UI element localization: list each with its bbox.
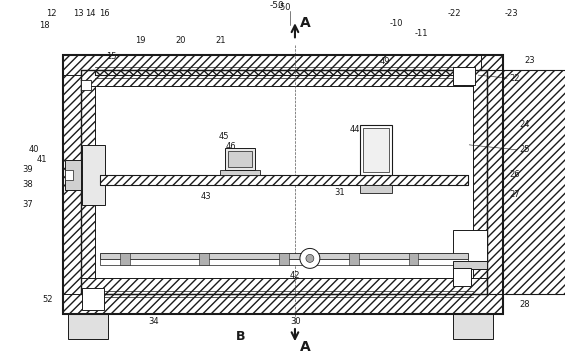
Text: 37: 37 <box>22 200 33 209</box>
Bar <box>63 294 503 314</box>
Text: 43: 43 <box>200 192 211 201</box>
Text: 20: 20 <box>175 36 186 45</box>
Bar <box>453 314 493 339</box>
Text: 42: 42 <box>290 271 301 280</box>
Bar <box>65 170 73 180</box>
Bar <box>225 148 255 170</box>
Text: A: A <box>300 340 311 354</box>
Text: 30: 30 <box>290 317 301 326</box>
Text: 41: 41 <box>36 155 47 164</box>
Bar <box>453 229 487 269</box>
Bar <box>81 70 487 86</box>
Text: 34: 34 <box>148 317 159 326</box>
Bar <box>363 128 389 172</box>
Bar <box>68 314 108 339</box>
Text: 12: 12 <box>46 9 57 18</box>
Circle shape <box>306 255 314 262</box>
Bar <box>81 70 487 294</box>
Bar <box>453 269 471 286</box>
Bar <box>453 261 487 269</box>
Text: -10: -10 <box>389 19 403 28</box>
Text: 14: 14 <box>85 9 95 18</box>
Text: 13: 13 <box>73 9 83 18</box>
Bar <box>409 253 418 265</box>
Bar <box>63 55 503 75</box>
Bar <box>100 253 468 260</box>
Text: 25: 25 <box>519 145 530 154</box>
Bar <box>360 125 392 175</box>
Text: 39: 39 <box>23 165 33 174</box>
Bar <box>100 260 468 265</box>
Bar <box>279 253 289 265</box>
Bar <box>63 55 503 314</box>
Bar <box>487 70 566 294</box>
Bar <box>82 288 104 310</box>
Bar <box>63 55 503 314</box>
Bar <box>360 185 392 193</box>
Text: 45: 45 <box>218 132 229 141</box>
Bar <box>95 86 473 278</box>
Text: 49: 49 <box>380 57 390 66</box>
Bar <box>220 170 260 175</box>
Text: 26: 26 <box>509 170 520 179</box>
Bar <box>228 151 252 167</box>
Bar <box>349 253 359 265</box>
Bar <box>65 160 81 190</box>
Bar <box>95 70 473 75</box>
Text: 19: 19 <box>136 36 146 45</box>
Bar <box>481 55 503 314</box>
Text: 44: 44 <box>350 125 360 134</box>
Text: B: B <box>235 330 245 342</box>
Text: 46: 46 <box>225 142 236 151</box>
Bar <box>81 70 95 294</box>
Text: -23: -23 <box>504 9 518 18</box>
Text: 27: 27 <box>509 190 520 199</box>
Text: 22: 22 <box>509 74 520 83</box>
Bar <box>81 278 487 294</box>
Bar <box>100 175 468 185</box>
Text: 38: 38 <box>22 180 33 189</box>
Bar <box>453 67 475 85</box>
Text: -11: -11 <box>414 29 428 38</box>
Text: 15: 15 <box>106 52 116 61</box>
Text: 28: 28 <box>519 300 530 309</box>
Text: -50: -50 <box>278 3 291 12</box>
Bar <box>82 145 105 205</box>
Text: 16: 16 <box>98 9 109 18</box>
Text: 18: 18 <box>39 21 50 30</box>
Bar <box>100 175 468 185</box>
Bar <box>119 253 130 265</box>
Text: 24: 24 <box>519 120 530 130</box>
Bar <box>81 80 91 90</box>
Text: A: A <box>300 16 311 30</box>
Text: 40: 40 <box>28 145 39 154</box>
Text: -22: -22 <box>447 9 461 18</box>
Bar <box>199 253 209 265</box>
Text: -50: -50 <box>270 1 285 10</box>
Circle shape <box>300 248 320 269</box>
Bar <box>95 70 473 75</box>
Bar <box>473 70 487 294</box>
Text: 52: 52 <box>42 295 53 304</box>
Bar <box>63 55 81 314</box>
Bar <box>487 70 566 294</box>
Text: 31: 31 <box>335 188 345 197</box>
Text: 23: 23 <box>524 56 535 65</box>
Text: 21: 21 <box>215 36 226 45</box>
